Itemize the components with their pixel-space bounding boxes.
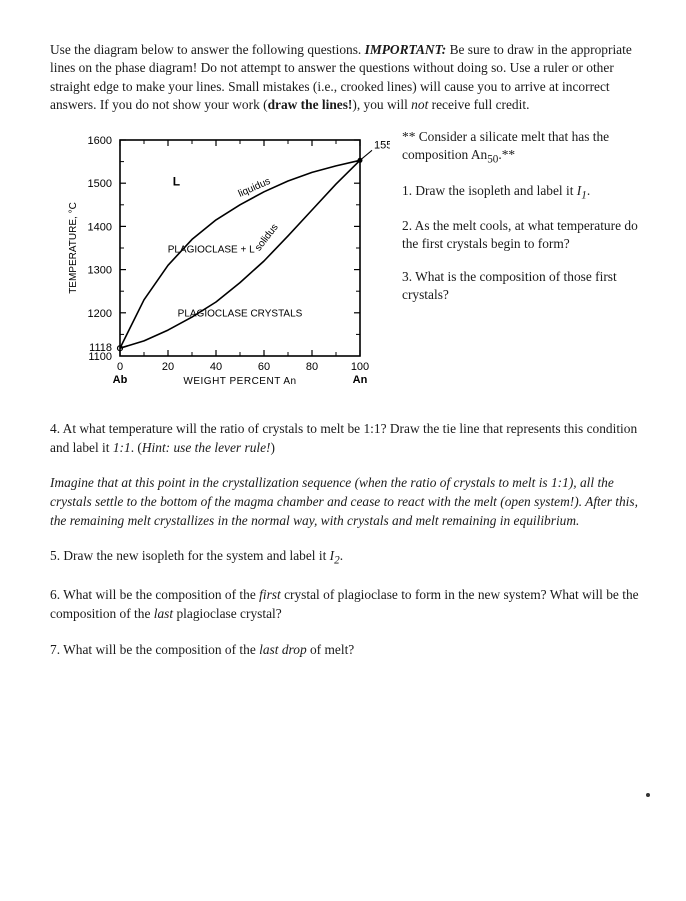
svg-text:PLAGIOCLASE + L: PLAGIOCLASE + L — [168, 244, 255, 255]
q7: 7. What will be the composition of the l… — [50, 640, 646, 659]
svg-text:1553: 1553 — [374, 139, 390, 151]
q3: 3. What is the composition of those firs… — [402, 268, 646, 304]
svg-text:60: 60 — [258, 361, 270, 373]
diagram-and-side: 0 20 40 60 80 100 Ab An WEIGHT PERCENT An 1200 130… — [50, 126, 646, 403]
side-questions: ** Consider a silicate melt that has the… — [402, 126, 646, 318]
scenario: Imagine that at this point in the crysta… — [50, 473, 646, 530]
svg-text:1400: 1400 — [88, 221, 112, 233]
svg-text:L: L — [173, 174, 180, 188]
svg-text:An: An — [353, 374, 368, 386]
setup-text: ** Consider a silicate melt that has the… — [402, 128, 646, 168]
svg-text:80: 80 — [306, 361, 318, 373]
svg-text:40: 40 — [210, 361, 222, 373]
q1: 1. Draw the isopleth and label it I1. — [402, 182, 646, 204]
svg-text:1500: 1500 — [88, 178, 112, 190]
q2: 2. As the melt cools, at what temperatur… — [402, 217, 646, 253]
stray-dot — [646, 793, 650, 797]
page: Use the diagram below to answer the foll… — [0, 0, 686, 901]
svg-text:TEMPERATURE, °C: TEMPERATURE, °C — [68, 202, 79, 294]
svg-text:1200: 1200 — [88, 308, 112, 320]
svg-text:PLAGIOCLASE CRYSTALS: PLAGIOCLASE CRYSTALS — [178, 308, 303, 319]
svg-text:Ab: Ab — [113, 374, 128, 386]
phase-diagram-svg: 0 20 40 60 80 100 Ab An WEIGHT PERCENT An 1200 130… — [50, 126, 390, 398]
svg-text:1600: 1600 — [88, 135, 112, 147]
q6: 6. What will be the composition of the f… — [50, 585, 646, 623]
svg-text:1300: 1300 — [88, 264, 112, 276]
svg-text:WEIGHT PERCENT An: WEIGHT PERCENT An — [183, 376, 296, 387]
intro-paragraph: Use the diagram below to answer the foll… — [50, 41, 646, 113]
svg-text:1100: 1100 — [88, 351, 112, 363]
q5: 5. Draw the new isopleth for the system … — [50, 546, 646, 570]
svg-text:20: 20 — [162, 361, 174, 373]
svg-text:0: 0 — [117, 361, 123, 373]
svg-text:100: 100 — [351, 361, 369, 373]
phase-diagram: 0 20 40 60 80 100 Ab An WEIGHT PERCENT An 1200 130… — [50, 126, 390, 403]
q4: 4. At what temperature will the ratio of… — [50, 419, 646, 457]
